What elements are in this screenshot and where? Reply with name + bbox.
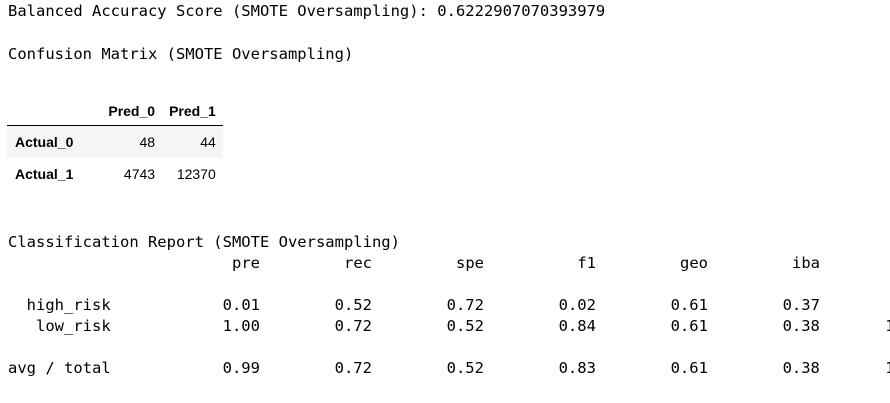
confusion-matrix-header-row: Pred_0 Pred_1: [7, 97, 223, 126]
report-cell: 0.02: [558, 296, 596, 314]
cell-actual-0-pred-0: 48: [139, 134, 156, 150]
report-cell: 0.72: [446, 296, 484, 314]
row-header-actual-1: Actual_1: [15, 166, 74, 182]
report-cell: 0.52: [446, 317, 484, 335]
balanced-accuracy-value: 0.6222907070393979: [437, 2, 606, 20]
cell-actual-1-pred-1: 12370: [176, 166, 216, 182]
report-cell: 0.38: [782, 317, 820, 335]
report-cell: 0.72: [334, 317, 372, 335]
report-cell: 0.01: [222, 296, 260, 314]
balanced-accuracy-label: Balanced Accuracy Score (SMOTE Oversampl…: [8, 2, 428, 20]
confusion-matrix-table: Pred_0 Pred_1 Actual_0 48 44 Actual_1 47…: [7, 97, 223, 190]
report-cell: 0.84: [558, 317, 596, 335]
report-avg-cell: 0.83: [558, 359, 596, 377]
report-avg-cell: 0.99: [222, 359, 260, 377]
report-avg-total-label: avg / total: [8, 359, 111, 377]
classification-report-title: Classification Report (SMOTE Oversamplin…: [8, 233, 400, 251]
cell-actual-1-pred-0: 4743: [123, 166, 156, 182]
report-cell: 1.00: [222, 317, 260, 335]
report-column-header-rec: rec: [343, 254, 372, 272]
column-header-pred-0: Pred_0: [101, 97, 163, 126]
classification-report-output: Classification Report (SMOTE Oversamplin…: [8, 232, 890, 379]
cell-actual-0-pred-1: 44: [200, 134, 216, 150]
report-column-header-geo: geo: [679, 254, 708, 272]
confusion-matrix-row-actual-0: Actual_0 48 44: [7, 125, 223, 158]
report-cell: 0.52: [334, 296, 372, 314]
balanced-accuracy-output: Balanced Accuracy Score (SMOTE Oversampl…: [8, 1, 605, 22]
report-column-header-f1: f1: [577, 254, 596, 272]
column-header-pred-1: Pred_1: [162, 97, 223, 126]
report-cell: 17113: [885, 317, 890, 335]
report-row-label: high_risk: [26, 296, 111, 314]
row-header-actual-0: Actual_0: [15, 134, 74, 150]
report-cell: 0.37: [782, 296, 820, 314]
report-avg-cell: 0.61: [670, 359, 708, 377]
confusion-matrix-row-actual-1: Actual_1 4743 12370: [7, 158, 223, 190]
report-column-header-pre: pre: [231, 254, 260, 272]
report-avg-cell: 0.52: [446, 359, 484, 377]
confusion-matrix-corner-cell: [7, 97, 102, 126]
report-avg-cell: 0.38: [782, 359, 820, 377]
report-column-header-iba: iba: [791, 254, 820, 272]
confusion-matrix-title: Confusion Matrix (SMOTE Oversampling): [8, 45, 354, 63]
report-row-label: low_risk: [36, 317, 111, 335]
report-avg-cell: 17205: [885, 359, 890, 377]
report-cell: 0.61: [670, 317, 708, 335]
report-column-header-spe: spe: [455, 254, 484, 272]
report-cell: 0.61: [670, 296, 708, 314]
report-avg-cell: 0.72: [334, 359, 372, 377]
